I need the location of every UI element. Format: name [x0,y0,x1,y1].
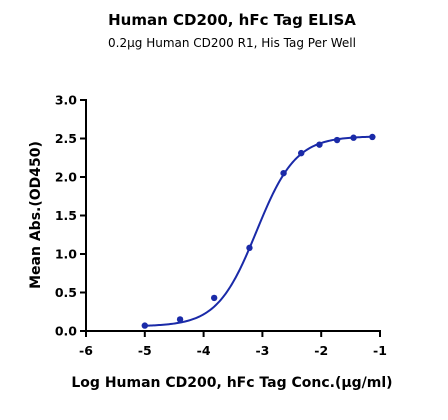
y-tick-label: 0.0 [55,324,77,339]
y-tick-label: 2.0 [55,170,77,185]
x-tick-label: -3 [255,343,269,358]
x-axis-label: Log Human CD200, hFc Tag Conc.(μg/ml) [71,375,392,391]
data-points [141,133,376,329]
data-point [369,133,376,141]
fit-curve-group [144,135,373,327]
y-tick-label: 1.0 [55,247,77,262]
data-point [350,134,357,141]
x-tick-label: -2 [314,343,328,358]
data-point [141,322,148,329]
fit-curve [144,135,373,327]
y-tick-label: 0.5 [55,285,77,300]
data-point [298,149,305,157]
chart-subtitle: 0.2μg Human CD200 R1, His Tag Per Well [108,36,356,50]
chart-title: Human CD200, hFc Tag ELISA [108,11,356,29]
data-point [176,316,184,323]
y-tick-label: 3.0 [55,93,77,108]
data-point [316,141,323,148]
x-tick-label: -6 [79,343,93,358]
x-tick-label: -5 [138,343,152,358]
tick-marks [80,99,381,337]
data-point [333,136,341,144]
x-tick-label: -1 [373,343,387,358]
tick-labels: -6 -5 -4 -3 -2 -1 0.0 0.5 1.0 1.5 2.0 2.5 3.0 [55,93,387,359]
y-axis-label: Mean Abs.(OD450) [28,141,44,289]
data-point [246,244,253,252]
y-tick-label: 1.5 [55,208,77,223]
x-tick-label: -4 [197,343,211,358]
data-point [280,169,287,177]
axes [85,99,381,332]
data-point [210,294,218,302]
y-tick-label: 2.5 [55,131,77,146]
